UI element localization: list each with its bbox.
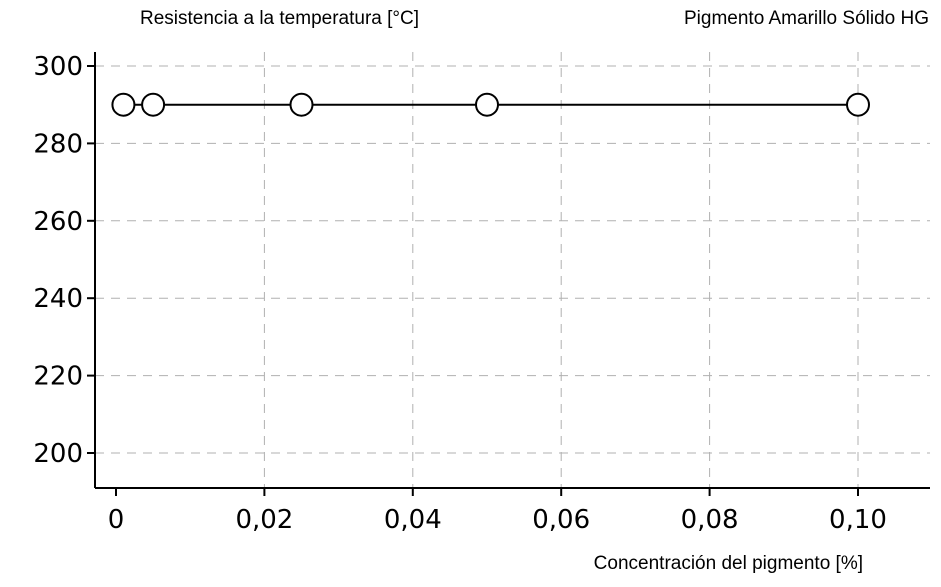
x-tick-label: 0,08: [681, 505, 739, 535]
y-tick-label: 240: [33, 284, 83, 314]
x-tick-label: 0,06: [532, 505, 590, 535]
chart-title: Resistencia a la temperatura [°C]: [140, 8, 419, 29]
y-tick-label: 200: [33, 439, 83, 469]
y-tick-label: 300: [33, 52, 83, 82]
y-tick-label: 280: [33, 129, 83, 159]
x-tick-label: 0: [108, 505, 125, 535]
x-tick-label: 0,04: [384, 505, 442, 535]
y-tick-label: 220: [33, 362, 83, 392]
data-point: [141, 92, 166, 117]
x-axis-label: Concentración del pigmento [%]: [593, 553, 863, 574]
chart-subtitle: Pigmento Amarillo Sólido HG: [684, 8, 929, 29]
data-point: [475, 92, 499, 117]
data-point: [846, 92, 870, 117]
y-tick-label: 260: [33, 207, 83, 237]
data-point: [111, 92, 136, 117]
data-point: [289, 92, 314, 117]
x-tick-label: 0,02: [235, 505, 293, 535]
x-tick-label: 0,10: [829, 505, 887, 535]
